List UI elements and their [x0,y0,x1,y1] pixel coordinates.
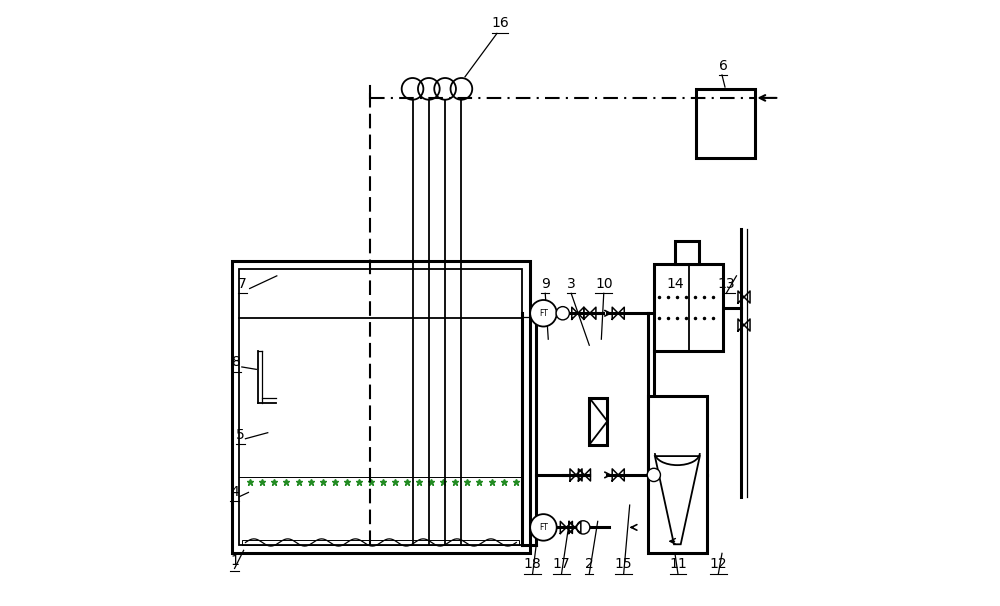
Bar [696,89,755,158]
Text: 2: 2 [585,558,594,571]
Text: 5: 5 [236,428,245,442]
Bar [239,268,522,545]
Text: 13: 13 [717,277,735,291]
Circle shape [530,514,557,541]
Text: 9: 9 [541,277,550,291]
Circle shape [577,521,590,534]
Text: 8: 8 [232,355,241,369]
Bar [654,264,723,351]
Bar [242,540,519,545]
Text: 17: 17 [553,558,570,571]
Text: 10: 10 [595,277,613,291]
Text: 11: 11 [669,558,687,571]
Bar [648,396,707,553]
Text: 16: 16 [491,16,509,30]
Bar [589,398,607,445]
Text: 12: 12 [710,558,727,571]
Text: 14: 14 [666,277,684,291]
Text: 6: 6 [719,59,728,73]
Circle shape [556,307,569,320]
Text: 18: 18 [524,558,541,571]
Bar [232,261,530,553]
Text: 3: 3 [567,277,576,291]
Text: FT: FT [539,523,548,532]
Bar [675,241,699,264]
Text: 4: 4 [230,485,239,499]
Circle shape [647,468,660,482]
Text: FT: FT [539,308,548,318]
Text: 15: 15 [615,558,632,571]
Text: 1: 1 [230,554,239,568]
Text: 7: 7 [238,277,247,291]
Circle shape [530,300,557,327]
